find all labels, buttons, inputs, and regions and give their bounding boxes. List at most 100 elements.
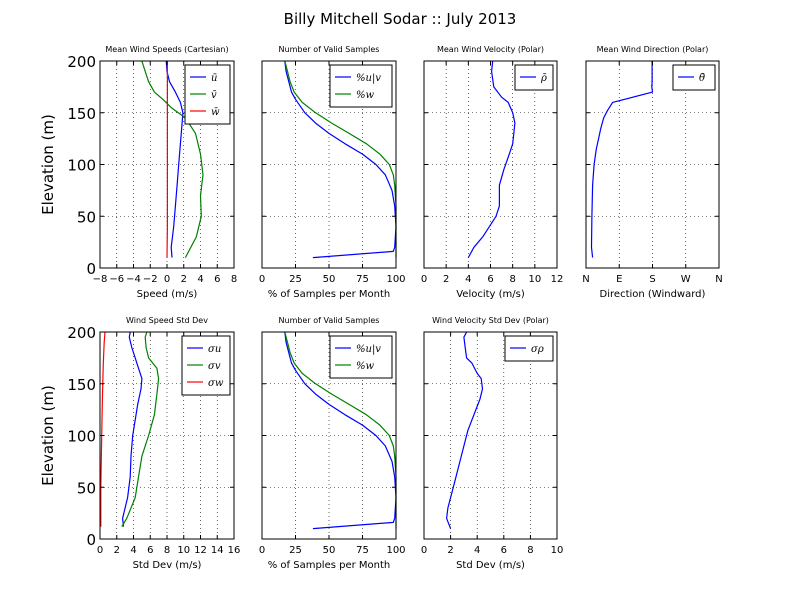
figure-title: Billy Mitchell Sodar :: July 2013: [284, 10, 517, 28]
x-tick-label: 4: [474, 545, 480, 556]
legend-entry: σv: [208, 361, 221, 372]
x-axis-label: % of Samples per Month: [268, 560, 391, 571]
plot-frame: [423, 331, 558, 540]
legend: θ̄: [672, 64, 716, 91]
y-tick-label: 0: [86, 260, 96, 278]
y-tick-label: 150: [67, 105, 96, 123]
x-axis-label: Direction (Windward): [600, 289, 706, 300]
legend-entry: ū: [211, 73, 217, 84]
legend-entry: v̄: [211, 90, 217, 101]
legend-entry: %w: [356, 361, 375, 372]
legend-entry: ρ̄: [540, 73, 547, 84]
x-tick-label: N: [715, 274, 722, 285]
series-line-red: [100, 331, 106, 527]
legend-entry: σu: [208, 344, 221, 355]
x-tick-label: 2: [114, 545, 120, 556]
x-tick-label: 0: [421, 274, 427, 285]
x-tick-label: 25: [289, 274, 302, 285]
legend: ū v̄ w̄: [184, 64, 231, 125]
x-tick-label: 4: [197, 274, 203, 285]
legend: ρ̄: [514, 64, 554, 91]
plot-frame: [423, 60, 558, 269]
x-axis-label: Std Dev (m/s): [133, 560, 202, 571]
panel-wind-velocity-std-dev-polar: Wind Velocity Std Dev (Polar) 0 2 4 6 8 10 Std …: [421, 316, 564, 571]
panel-valid-samples-bottom: Number of Valid Samples 0 25 50 75 100 % of Sa…: [259, 316, 406, 571]
x-tick-label: 8: [231, 274, 237, 285]
panel-mean-wind-direction-polar: Mean Wind Direction (Polar) N E S W N Directio…: [582, 45, 722, 300]
x-tick-label: 6: [147, 545, 153, 556]
x-tick-label: 8: [164, 545, 170, 556]
x-tick-label: 16: [228, 545, 241, 556]
x-tick-label: 2: [447, 545, 453, 556]
x-tick-label: 6: [487, 274, 493, 285]
x-tick-label: 0: [421, 545, 427, 556]
series-line-blue: [467, 60, 516, 258]
x-tick-label: 2: [181, 274, 187, 285]
panel-title: Number of Valid Samples: [279, 45, 380, 54]
x-tick-label: −8: [93, 274, 108, 285]
y-tick-label: 150: [67, 376, 96, 394]
x-tick-label: 12: [194, 545, 207, 556]
x-tick-label: 0: [259, 274, 265, 285]
x-tick-label: N: [582, 274, 589, 285]
x-tick-label: 50: [323, 545, 336, 556]
x-tick-label: 75: [356, 545, 369, 556]
panel-title: Mean Wind Velocity (Polar): [437, 45, 544, 54]
x-tick-label: −6: [109, 274, 124, 285]
legend: %u|v %w: [329, 335, 393, 379]
series-line-blue: [590, 61, 654, 258]
panel-valid-samples-top: Number of Valid Samples 0 25 50 75 100 % of Sa…: [259, 45, 406, 300]
y-tick-label: 0: [86, 531, 96, 549]
x-axis-label: Speed (m/s): [137, 289, 198, 300]
panel-mean-wind-velocity-polar: Mean Wind Velocity (Polar) 0 2 4 6 8 10 12 Veloc…: [421, 45, 564, 300]
x-tick-label: −2: [143, 274, 158, 285]
series-line-blue: [121, 331, 143, 527]
x-tick-label: 0: [164, 274, 170, 285]
x-tick-label: 10: [528, 274, 541, 285]
x-tick-label: 50: [323, 274, 336, 285]
y-tick-label: 50: [77, 479, 96, 497]
panel-title: Wind Speed Std Dev: [126, 316, 208, 325]
series-line-green: [141, 60, 204, 258]
series-line-green: [121, 331, 160, 527]
legend-entry: %u|v: [356, 344, 381, 355]
x-tick-label: 14: [211, 545, 224, 556]
x-axis-label: Velocity (m/s): [456, 289, 525, 300]
panel-title: Wind Velocity Std Dev (Polar): [432, 316, 549, 325]
x-tick-label: 6: [214, 274, 220, 285]
panel-title: Mean Wind Speeds (Cartesian): [105, 45, 228, 54]
legend: %u|v %w: [329, 64, 393, 108]
x-tick-label: 25: [289, 545, 302, 556]
x-tick-label: 4: [465, 274, 471, 285]
x-axis-label: % of Samples per Month: [268, 289, 391, 300]
legend-entry: %w: [356, 90, 375, 101]
x-tick-label: 8: [527, 545, 533, 556]
x-tick-label: −4: [126, 274, 141, 285]
legend: σρ: [504, 335, 554, 362]
legend: σu σv σw: [181, 335, 231, 396]
panel-mean-wind-speeds: Mean Wind Speeds (Cartesian)−8 −6 −4 −2 0 2 4 6…: [39, 45, 237, 300]
legend-box: [329, 64, 393, 108]
panel-title: Mean Wind Direction (Polar): [597, 45, 709, 54]
x-tick-label: 10: [551, 545, 564, 556]
x-tick-label: 4: [130, 545, 136, 556]
x-tick-label: 10: [177, 545, 190, 556]
y-tick-label: 200: [67, 53, 96, 71]
y-axis-label: Elevation (m): [39, 385, 57, 486]
y-tick-label: 200: [67, 324, 96, 342]
x-tick-label: 6: [501, 545, 507, 556]
x-tick-label: E: [616, 274, 622, 285]
legend-entry: σρ: [531, 344, 544, 355]
legend-entry: %u|v: [356, 73, 381, 84]
x-tick-label: 0: [259, 545, 265, 556]
x-tick-label: 100: [386, 274, 405, 285]
x-tick-label: W: [681, 274, 691, 285]
series-line-blue: [446, 331, 484, 529]
y-tick-label: 50: [77, 208, 96, 226]
y-axis-label: Elevation (m): [39, 114, 57, 215]
y-tick-label: 100: [67, 157, 96, 175]
panel-title: Number of Valid Samples: [279, 316, 380, 325]
series-line-blue: [165, 60, 184, 258]
